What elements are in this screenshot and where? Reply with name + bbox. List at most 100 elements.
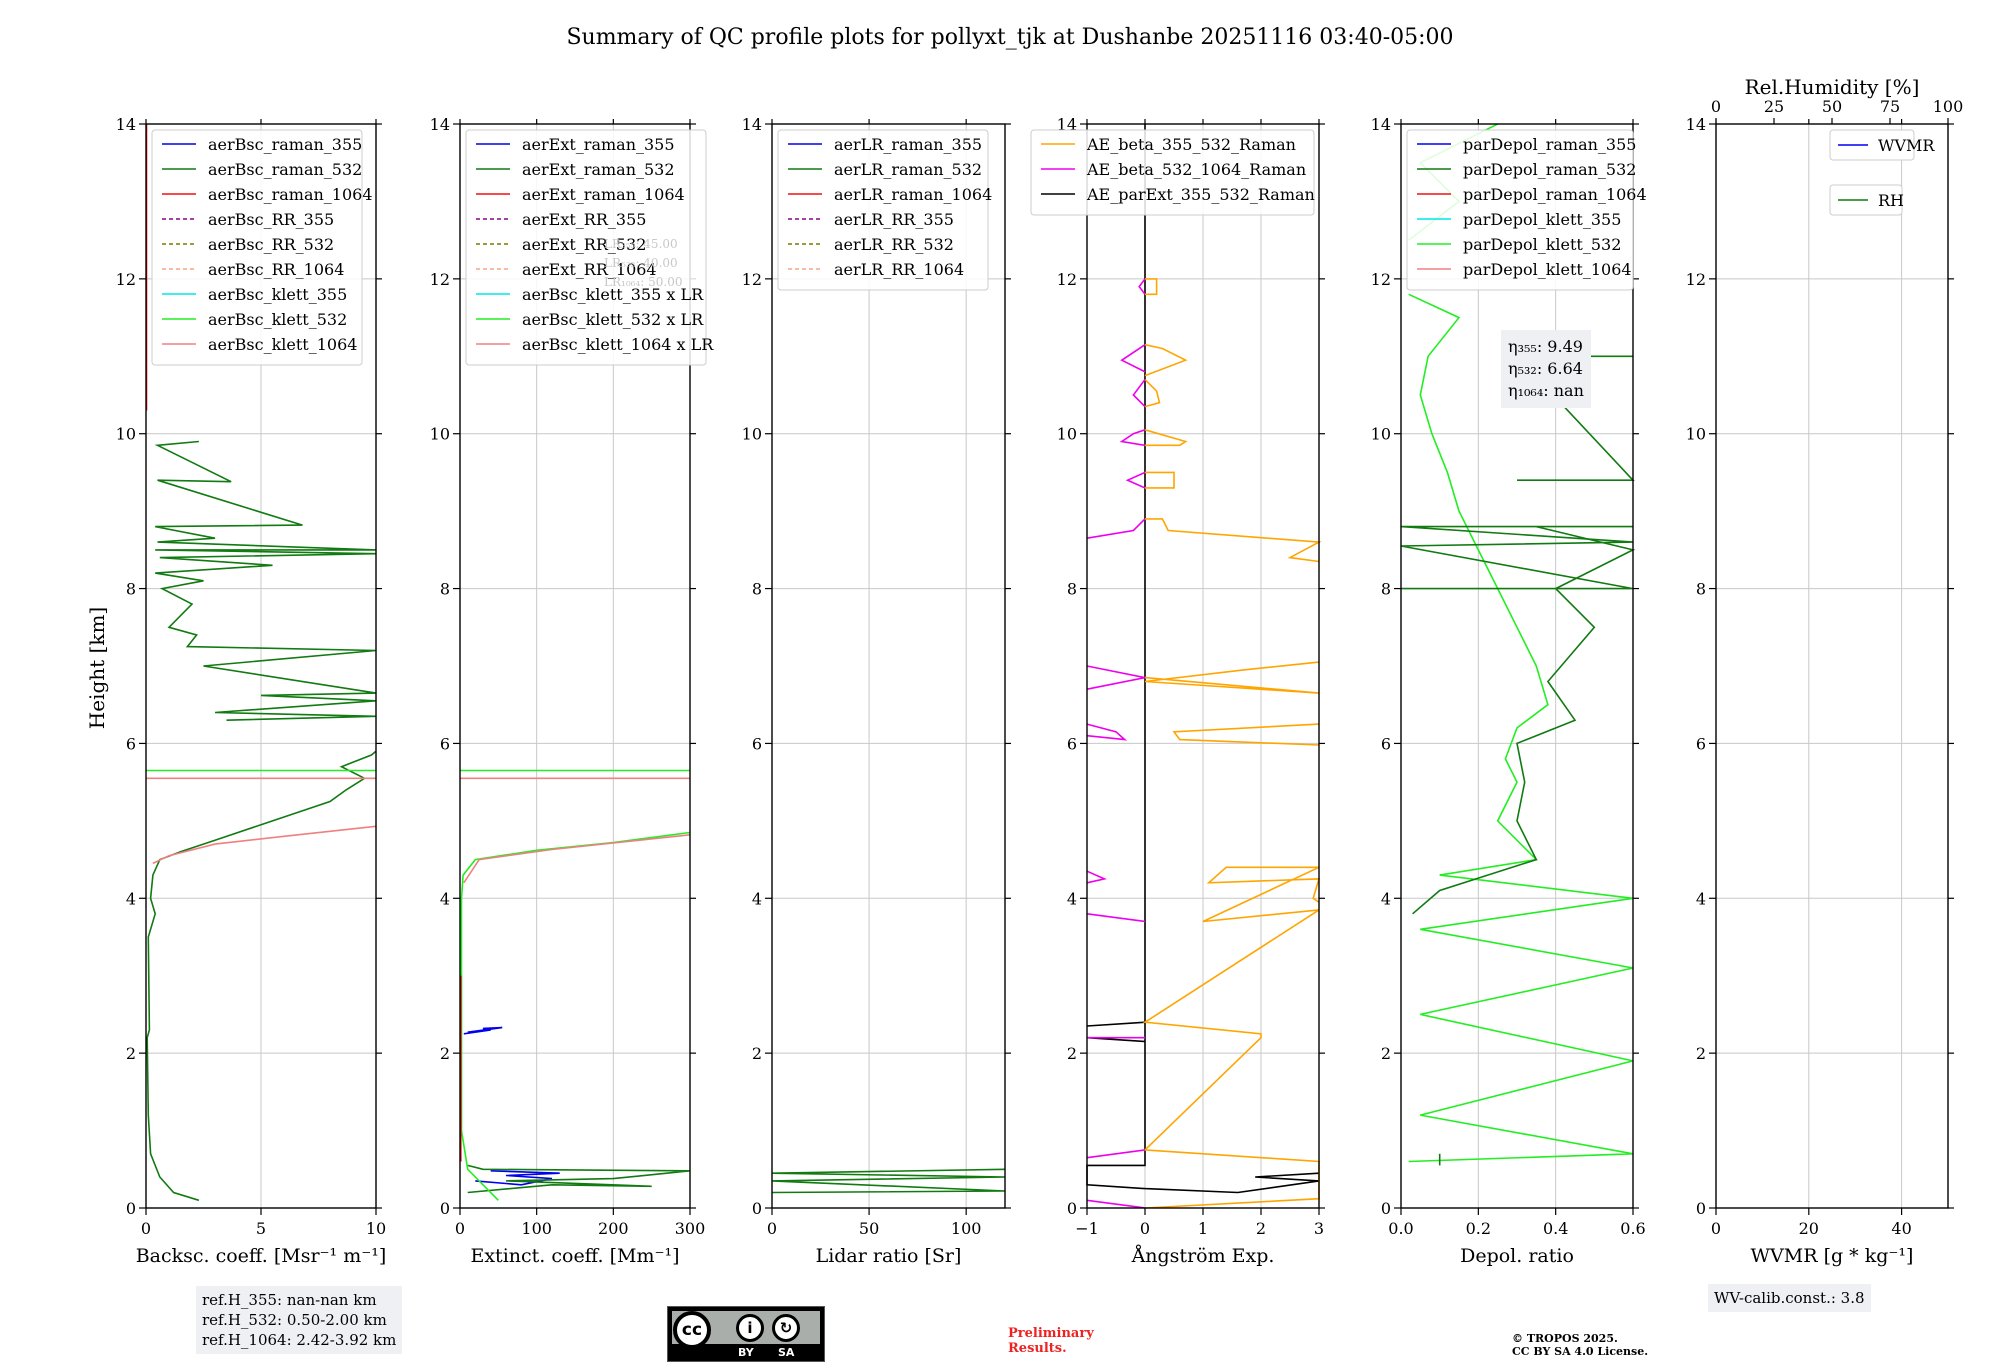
wv-calib-const: WV-calib.const.: 3.8 xyxy=(1714,1289,1865,1307)
y-tick-label: 14 xyxy=(742,115,762,134)
x-tick-label: 0 xyxy=(455,1219,465,1238)
top-tick-label: 0 xyxy=(1711,97,1721,116)
x-tick-label: 1 xyxy=(1198,1219,1208,1238)
y-tick-label: 12 xyxy=(1371,270,1391,289)
y-axis-label: Height [km] xyxy=(85,607,109,729)
y-tick-label: 6 xyxy=(440,734,450,753)
axes-frame xyxy=(1400,123,1634,1209)
series-parDepol_raman_532_lines xyxy=(1400,525,1634,590)
x-tick-label: 0.2 xyxy=(1466,1219,1491,1238)
x-axis-label: WVMR [g * kg⁻¹] xyxy=(1751,1245,1914,1267)
legend-label: parDepol_klett_1064 xyxy=(1463,260,1632,279)
series-AE_beta_355_532_isl2 xyxy=(1144,429,1188,447)
copyright-line-2: CC BY SA 4.0 License. xyxy=(1512,1345,1649,1358)
x-tick-label: 40 xyxy=(1891,1219,1911,1238)
x-tick-label: 10 xyxy=(366,1219,386,1238)
legend-box xyxy=(151,129,363,366)
x-tick-label: 100 xyxy=(521,1219,552,1238)
figure-title: Summary of QC profile plots for pollyxt_… xyxy=(566,25,1453,50)
legend-label: aerLR_RR_355 xyxy=(834,210,954,229)
x-tick-label: 0 xyxy=(1140,1219,1150,1238)
y-tick-label: 0 xyxy=(1067,1199,1077,1218)
x-tick-label: 5 xyxy=(256,1219,266,1238)
series-AE_beta_532_1064_low xyxy=(1086,1149,1146,1159)
legend-label: aerBsc_raman_355 xyxy=(208,135,362,154)
x-axis-label: Backsc. coeff. [Msr⁻¹ m⁻¹] xyxy=(136,1245,387,1267)
series-aerBsc_klett_1064_curve xyxy=(152,825,377,865)
series-AE_beta_532_1064_Raman xyxy=(1086,1199,1146,1209)
legend-label: aerLR_RR_1064 xyxy=(834,260,964,279)
top-tick-label: 75 xyxy=(1880,97,1900,116)
y-tick-label: 0 xyxy=(1381,1199,1391,1218)
series-AE_beta_532_1064_3 xyxy=(1086,913,1146,923)
legend-label: parDepol_klett_532 xyxy=(1463,235,1621,254)
legend-box xyxy=(1829,129,1915,161)
y-tick-label: 14 xyxy=(430,115,450,134)
axes-frame xyxy=(771,123,1006,1209)
y-tick-label: 4 xyxy=(126,889,136,908)
x-tick-label: 20 xyxy=(1799,1219,1819,1238)
x-tick-label: 100 xyxy=(951,1219,982,1238)
legend-label: aerLR_raman_532 xyxy=(834,160,982,179)
license-sa-label: SA xyxy=(778,1346,795,1359)
x-axis-label: Ångström Exp. xyxy=(1131,1245,1275,1267)
legend-label: aerBsc_klett_1064 xyxy=(208,335,357,354)
series-AE_beta_355_532_isl5 xyxy=(1145,278,1158,296)
y-tick-label: 0 xyxy=(1696,1199,1706,1218)
y-tick-label: 14 xyxy=(1057,115,1077,134)
series-AE_beta_532_1064_9 xyxy=(1119,429,1146,447)
x-tick-label: 3 xyxy=(1314,1219,1324,1238)
x-axis-label: Lidar ratio [Sr] xyxy=(816,1245,962,1267)
eta-value: η₁₀₆₄: nan xyxy=(1508,381,1584,400)
series-AE_beta_355_532_isl4 xyxy=(1144,343,1188,377)
y-tick-label: 2 xyxy=(126,1044,136,1063)
panel-ext: 0 100 200 300 0 2 4 6 8 10 12 14 Extinct. coeff. [Mm… xyxy=(430,115,715,1267)
legend-label: aerBsc_klett_532 xyxy=(208,310,347,329)
y-tick-label: 12 xyxy=(116,270,136,289)
legend-label: aerExt_RR_355 xyxy=(522,210,646,229)
eta-value: η₃₅₅: 9.49 xyxy=(1508,337,1583,356)
legend-label: aerLR_raman_1064 xyxy=(834,185,992,204)
y-tick-label: 2 xyxy=(1067,1044,1077,1063)
series-aerBsc_klett_532 x LR xyxy=(460,831,691,1201)
legend-label: RH xyxy=(1878,191,1904,210)
legend-label: parDepol_raman_355 xyxy=(1463,135,1636,154)
legend-label: aerBsc_klett_532 x LR xyxy=(522,310,704,329)
y-tick-label: 0 xyxy=(440,1199,450,1218)
y-tick-label: 6 xyxy=(126,734,136,753)
preliminary-note: Preliminary Results. xyxy=(1008,1326,1094,1356)
preliminary-line-1: Preliminary xyxy=(1008,1326,1094,1341)
y-tick-label: 2 xyxy=(440,1044,450,1063)
y-tick-label: 14 xyxy=(116,115,136,134)
legend: parDepol_raman_355 parDepol_raman_532 parD… xyxy=(1406,129,1647,291)
top-tick-label: 25 xyxy=(1764,97,1784,116)
y-tick-label: 8 xyxy=(1381,580,1391,599)
y-tick-label: 10 xyxy=(116,425,136,444)
legend-label: aerBsc_RR_355 xyxy=(208,210,334,229)
preliminary-line-2: Results. xyxy=(1008,1341,1067,1356)
y-tick-label: 10 xyxy=(742,425,762,444)
license-by-label: BY xyxy=(738,1346,754,1359)
series-AE_beta_532_1064_5 xyxy=(1086,723,1128,741)
series-AE_beta_532_1064_6 xyxy=(1086,665,1146,690)
legend-label: aerBsc_raman_1064 xyxy=(208,185,373,204)
x-tick-label: 0 xyxy=(767,1219,777,1238)
series-AE_beta_355_532_Raman xyxy=(1142,866,1321,1209)
series-aerLR_raman_532 xyxy=(771,1168,1006,1194)
legend-box xyxy=(777,129,989,291)
legend-label: parDepol_raman_1064 xyxy=(1463,185,1647,204)
top-axis-label: Rel.Humidity [%] xyxy=(1745,75,1920,99)
series-AE_beta_355_532_upper xyxy=(1144,661,1320,694)
series-aerExt_raman_532 xyxy=(467,1164,691,1194)
x-axis-label: Extinct. coeff. [Mm⁻¹] xyxy=(470,1245,679,1267)
y-tick-label: 12 xyxy=(1686,270,1706,289)
legend-label: aerExt_RR_532 xyxy=(522,235,646,254)
y-tick-label: 6 xyxy=(1067,734,1077,753)
series-AE_beta_532_1064_8 xyxy=(1125,471,1146,489)
legend-label: aerBsc_klett_355 x LR xyxy=(522,285,704,304)
cc-icon: cc xyxy=(673,1311,711,1349)
x-tick-label: 0 xyxy=(141,1219,151,1238)
y-tick-label: 8 xyxy=(752,580,762,599)
series-aerBsc_raman_532 xyxy=(146,750,377,1202)
